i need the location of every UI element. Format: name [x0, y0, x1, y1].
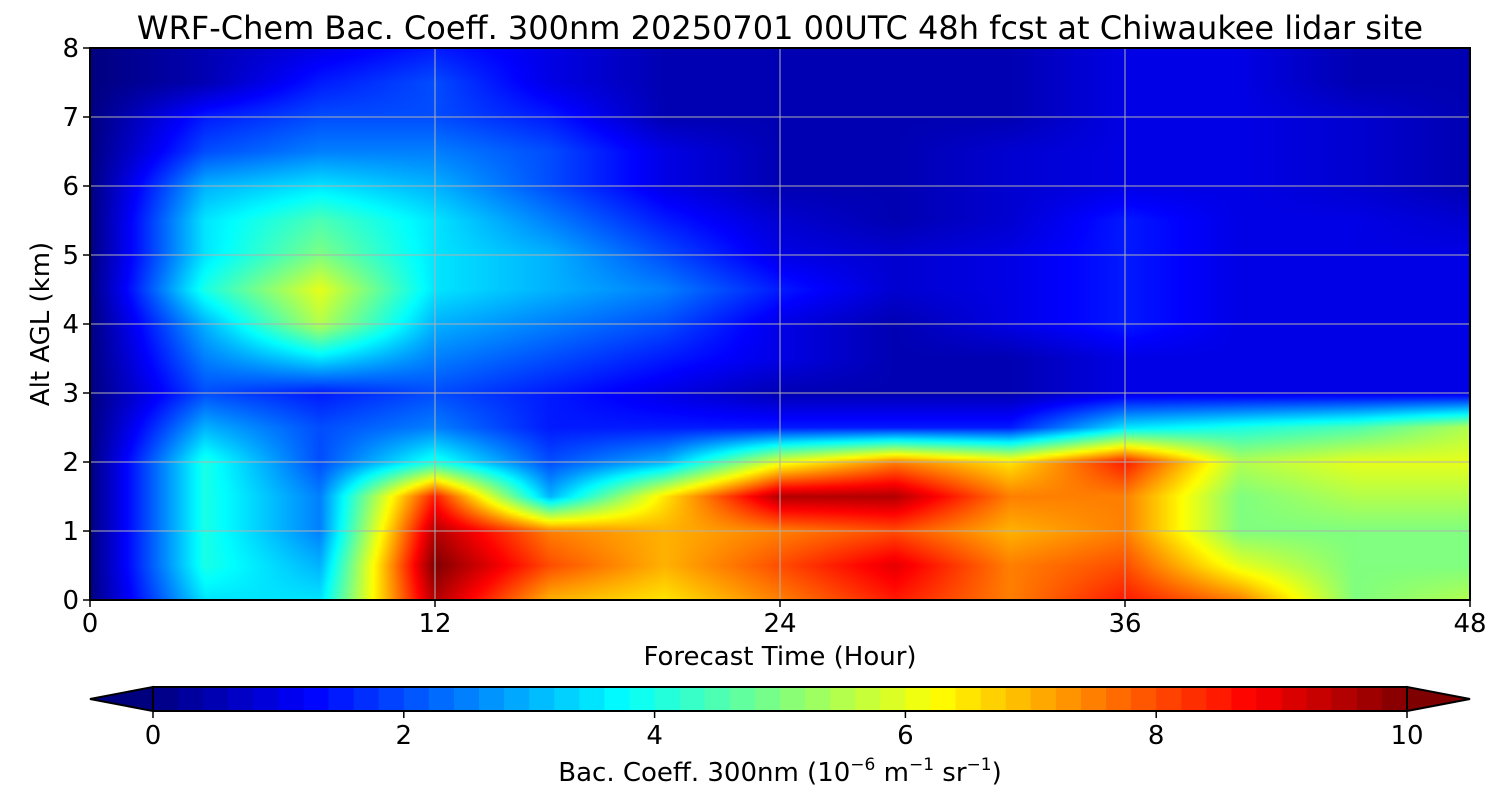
y-tick-label: 5	[62, 241, 79, 271]
colorbar-ticks: 0 2 4 6 8 10	[145, 711, 1424, 751]
colorbar-swatch	[855, 687, 881, 711]
colorbar-swatch	[1281, 687, 1308, 711]
colorbar-swatch	[529, 687, 555, 711]
colorbar-swatch	[228, 687, 254, 711]
colorbar-swatch	[1206, 687, 1233, 711]
colorbar-swatch	[754, 687, 781, 711]
y-axis-label: Alt AGL (km)	[26, 242, 56, 406]
colorbar-swatch	[579, 687, 606, 711]
colorbar-tick-label: 0	[145, 721, 162, 751]
colorbar-swatch	[1306, 687, 1333, 711]
colorbar-tick-label: 8	[1148, 721, 1165, 751]
colorbar-swatch	[428, 687, 455, 711]
colorbar-swatch	[930, 687, 957, 711]
colorbar: 0 2 4 6 8 10 Bac. Coeff. 300nm (10−6 m−1 sr−1…	[89, 685, 1471, 788]
colorbar-swatch	[403, 687, 430, 711]
colorbar-swatch	[1030, 687, 1057, 711]
colorbar-tick-label: 6	[897, 721, 914, 751]
x-tick-label: 48	[1453, 609, 1486, 639]
colorbar-swatch	[805, 687, 831, 711]
colorbar-swatch	[1181, 687, 1207, 711]
colorbar-swatch	[1080, 687, 1107, 711]
y-axis: 0 1 2 3 4 5 6 7 8	[62, 34, 90, 616]
x-tick-label: 0	[82, 609, 99, 639]
colorbar-swatch	[830, 687, 856, 711]
colorbar-tick-label: 2	[396, 721, 413, 751]
colorbar-swatch	[880, 687, 906, 711]
colorbar-swatch	[328, 687, 355, 711]
x-tick-label: 12	[418, 609, 451, 639]
y-tick-label: 7	[62, 103, 79, 133]
colorbar-swatch	[654, 687, 681, 711]
x-axis-label: Forecast Time (Hour)	[643, 642, 916, 672]
y-tick-label: 0	[62, 586, 79, 616]
colorbar-swatch	[378, 687, 405, 711]
colorbar-swatch	[178, 687, 204, 711]
colorbar-swatch	[479, 687, 505, 711]
y-tick-label: 1	[62, 517, 79, 547]
colorbar-swatch	[679, 687, 706, 711]
colorbar-swatch	[203, 687, 229, 711]
colorbar-extend-low	[89, 685, 154, 713]
colorbar-swatch	[1106, 687, 1132, 711]
colorbar-swatch	[955, 687, 982, 711]
y-tick-label: 3	[62, 379, 79, 409]
colorbar-swatch	[704, 687, 731, 711]
x-tick-label: 24	[763, 609, 796, 639]
colorbar-tick-label: 4	[646, 721, 663, 751]
colorbar-swatch	[504, 687, 530, 711]
colorbar-frame	[152, 686, 1408, 712]
colorbar-swatch	[1231, 687, 1258, 711]
colorbar-swatch	[453, 687, 480, 711]
colorbar-swatch	[1055, 687, 1082, 711]
chart-title: WRF-Chem Bac. Coeff. 300nm 20250701 00UT…	[137, 9, 1423, 47]
colorbar-swatch	[1005, 687, 1032, 711]
colorbar-swatch	[278, 687, 305, 711]
x-tick-label: 36	[1108, 609, 1141, 639]
colorbar-swatch	[1256, 687, 1283, 711]
colorbar-swatch	[1131, 687, 1157, 711]
colorbar-swatch	[303, 687, 330, 711]
colorbar-swatch	[980, 687, 1007, 711]
x-axis: 0 12 24 36 48	[82, 600, 1487, 639]
y-tick-label: 8	[62, 34, 79, 64]
colorbar-swatch	[1356, 687, 1383, 711]
y-tick-label: 2	[62, 448, 79, 478]
colorbar-extend-high	[1406, 685, 1471, 713]
colorbar-swatch	[1381, 687, 1408, 711]
plot-area	[89, 47, 1471, 601]
colorbar-swatch	[153, 687, 179, 711]
colorbar-swatch	[729, 687, 756, 711]
colorbar-swatch	[1331, 687, 1358, 711]
colorbar-swatch	[780, 687, 806, 711]
colorbar-swatch	[353, 687, 380, 711]
colorbar-swatch	[1156, 687, 1182, 711]
colorbar-swatches	[153, 687, 1408, 711]
colorbar-swatch	[629, 687, 656, 711]
colorbar-tick-label: 10	[1390, 721, 1423, 751]
colorbar-swatch	[905, 687, 932, 711]
colorbar-label: Bac. Coeff. 300nm (10−6 m−1 sr−1)	[558, 755, 1001, 788]
y-tick-label: 6	[62, 172, 79, 202]
colorbar-swatch	[604, 687, 631, 711]
colorbar-swatch	[554, 687, 580, 711]
y-tick-label: 4	[62, 310, 79, 340]
colorbar-swatch	[253, 687, 279, 711]
